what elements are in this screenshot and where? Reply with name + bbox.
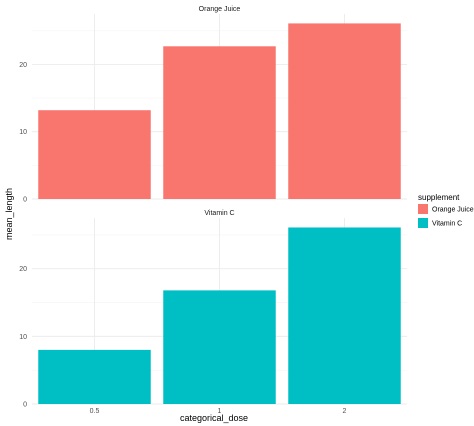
legend-label: Vitamin C <box>432 221 462 228</box>
legend-title: supplement <box>418 193 460 202</box>
panel-0: 0 10 20 Orange Juice <box>19 6 407 204</box>
bar <box>163 46 276 199</box>
x-tick-label: 0.5 <box>90 408 100 415</box>
y-tick-label: 10 <box>19 129 27 136</box>
facet-title: Vitamin C <box>204 210 234 217</box>
x-tick-labels: 0.5 1 2 <box>90 408 347 415</box>
bar <box>288 23 401 199</box>
y-tick-label: 0 <box>23 402 27 409</box>
y-tick-label: 0 <box>23 197 27 204</box>
x-tick-label: 1 <box>218 408 222 415</box>
bar <box>288 227 401 404</box>
legend-key <box>418 204 428 214</box>
facet-title: Orange Juice <box>199 6 241 13</box>
bar <box>38 349 151 404</box>
y-tick-label: 10 <box>19 334 27 341</box>
legend-key <box>418 218 428 228</box>
x-tick-label: 2 <box>343 408 347 415</box>
bar <box>163 290 276 404</box>
y-axis-title: mean_length <box>4 188 14 240</box>
chart-panels: 0 10 20 Orange Juice 0 10 20 Vitamin C <box>19 6 407 409</box>
bar <box>38 110 151 199</box>
y-tick-label: 20 <box>19 62 27 69</box>
x-axis-title: categorical_dose <box>180 413 248 423</box>
legend-label: Orange Juice <box>432 207 474 214</box>
legend: supplement Orange Juice Vitamin C <box>418 193 474 228</box>
y-tick-label: 20 <box>19 266 27 273</box>
panel-1: 0 10 20 Vitamin C <box>19 210 407 409</box>
